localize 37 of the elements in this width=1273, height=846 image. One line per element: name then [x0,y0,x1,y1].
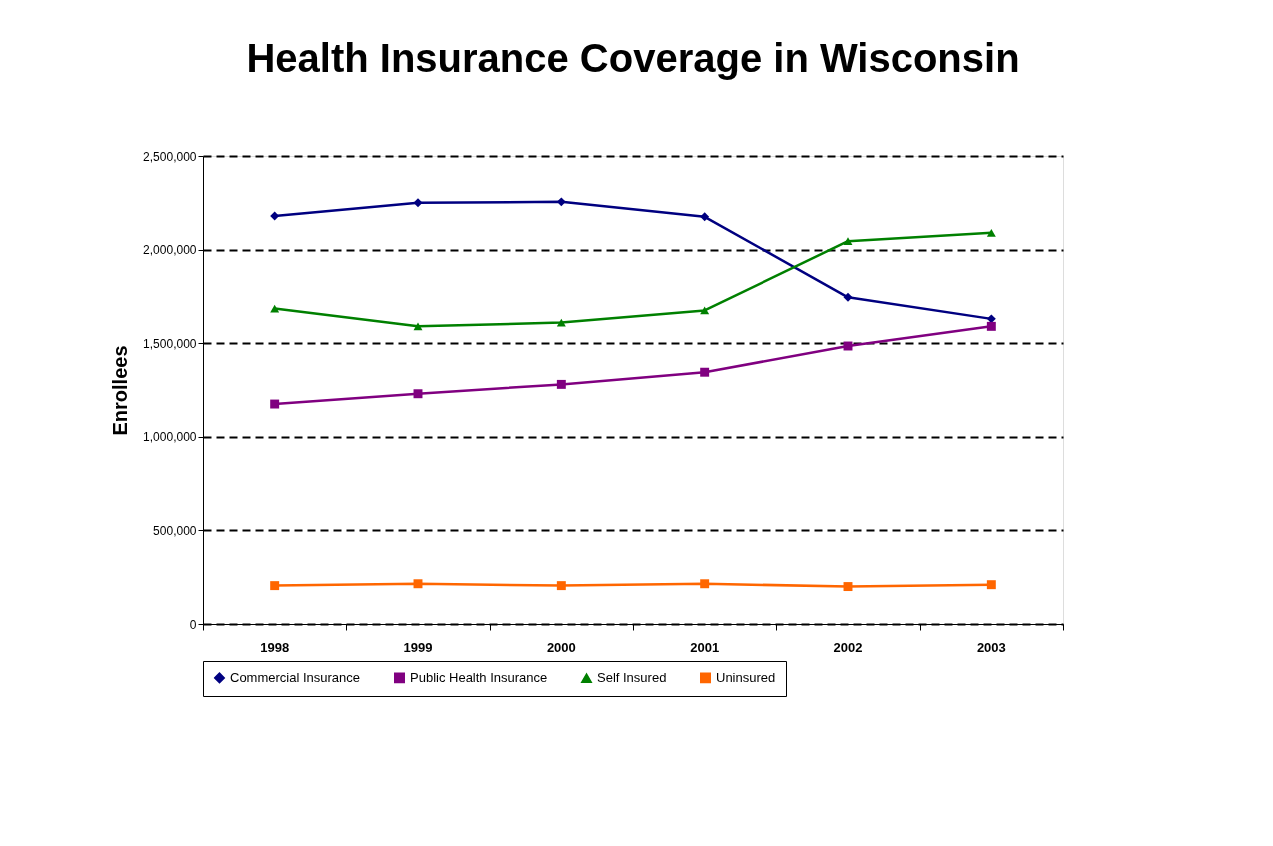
point [270,399,280,409]
point [700,579,710,589]
y-tick-label: 1,000,000 [143,430,197,445]
y-tick-label: 2,500,000 [143,149,197,164]
point [843,292,853,302]
point [556,581,566,591]
x-tick-label: 2002 [833,640,863,655]
legend-label: Public Health Insurance [410,669,548,685]
y-tick-label: 1,500,000 [143,336,197,351]
y-axis-title: Enrollees [109,345,132,436]
point [413,322,423,331]
legend-label: Uninsured [716,669,776,685]
point [413,198,423,208]
point [556,197,566,207]
point [843,237,853,246]
y-tick-label: 0 [189,617,197,632]
chart-title: Health Insurance Coverage in Wisconsin [246,36,1020,80]
y-tick-label: 2,000,000 [143,243,197,258]
point [986,228,996,237]
legend-label: Self Insured [597,670,667,686]
x-tick-label: 1999 [403,640,433,655]
legend-label: Commercial Insurance [230,669,361,685]
point [986,321,996,331]
point [843,582,853,592]
point [413,579,423,589]
x-tick-label: 2001 [690,640,720,655]
y-tick-label: 500,000 [153,523,197,538]
point [270,211,280,221]
point [270,581,280,591]
point [700,212,710,222]
x-tick-label: 2003 [976,640,1006,655]
x-tick-label: 2000 [546,640,576,655]
point [700,367,710,377]
point [413,389,423,399]
point [986,580,996,590]
x-tick-label: 1998 [260,640,290,655]
point [556,379,566,389]
